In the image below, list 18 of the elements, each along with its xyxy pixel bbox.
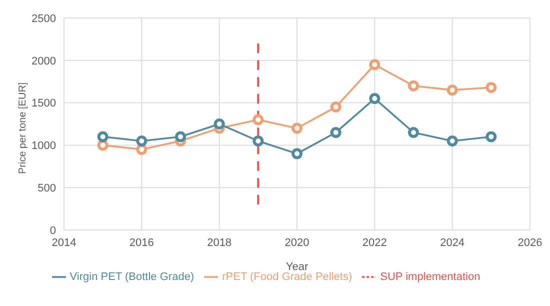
y-tick-label: 2000 xyxy=(32,55,56,68)
x-axis-title: Year xyxy=(286,261,308,273)
y-tick-label: 2500 xyxy=(32,12,56,25)
y-tick-label: 500 xyxy=(38,182,56,195)
y-tick-label: 0 xyxy=(50,224,56,237)
y-tick-label: 1500 xyxy=(32,98,56,110)
x-tick-label: 2020 xyxy=(284,236,310,249)
x-tick-label: 2016 xyxy=(129,236,154,249)
y-axis-title: Price per tone [EUR] xyxy=(18,82,29,174)
legend-label: Virgin PET (Bottle Grade) xyxy=(70,270,194,283)
x-tick-label: 2014 xyxy=(52,236,76,249)
x-tick-label: 2022 xyxy=(362,236,387,249)
y-tick-label: 1000 xyxy=(32,140,56,152)
x-tick-label: 2026 xyxy=(518,236,542,249)
legend-label: rPET (Food Grade Pellets) xyxy=(222,270,352,283)
x-tick-label: 2024 xyxy=(440,236,465,249)
legend-label: SUP implementation xyxy=(380,270,480,283)
x-tick-label: 2018 xyxy=(207,236,232,249)
